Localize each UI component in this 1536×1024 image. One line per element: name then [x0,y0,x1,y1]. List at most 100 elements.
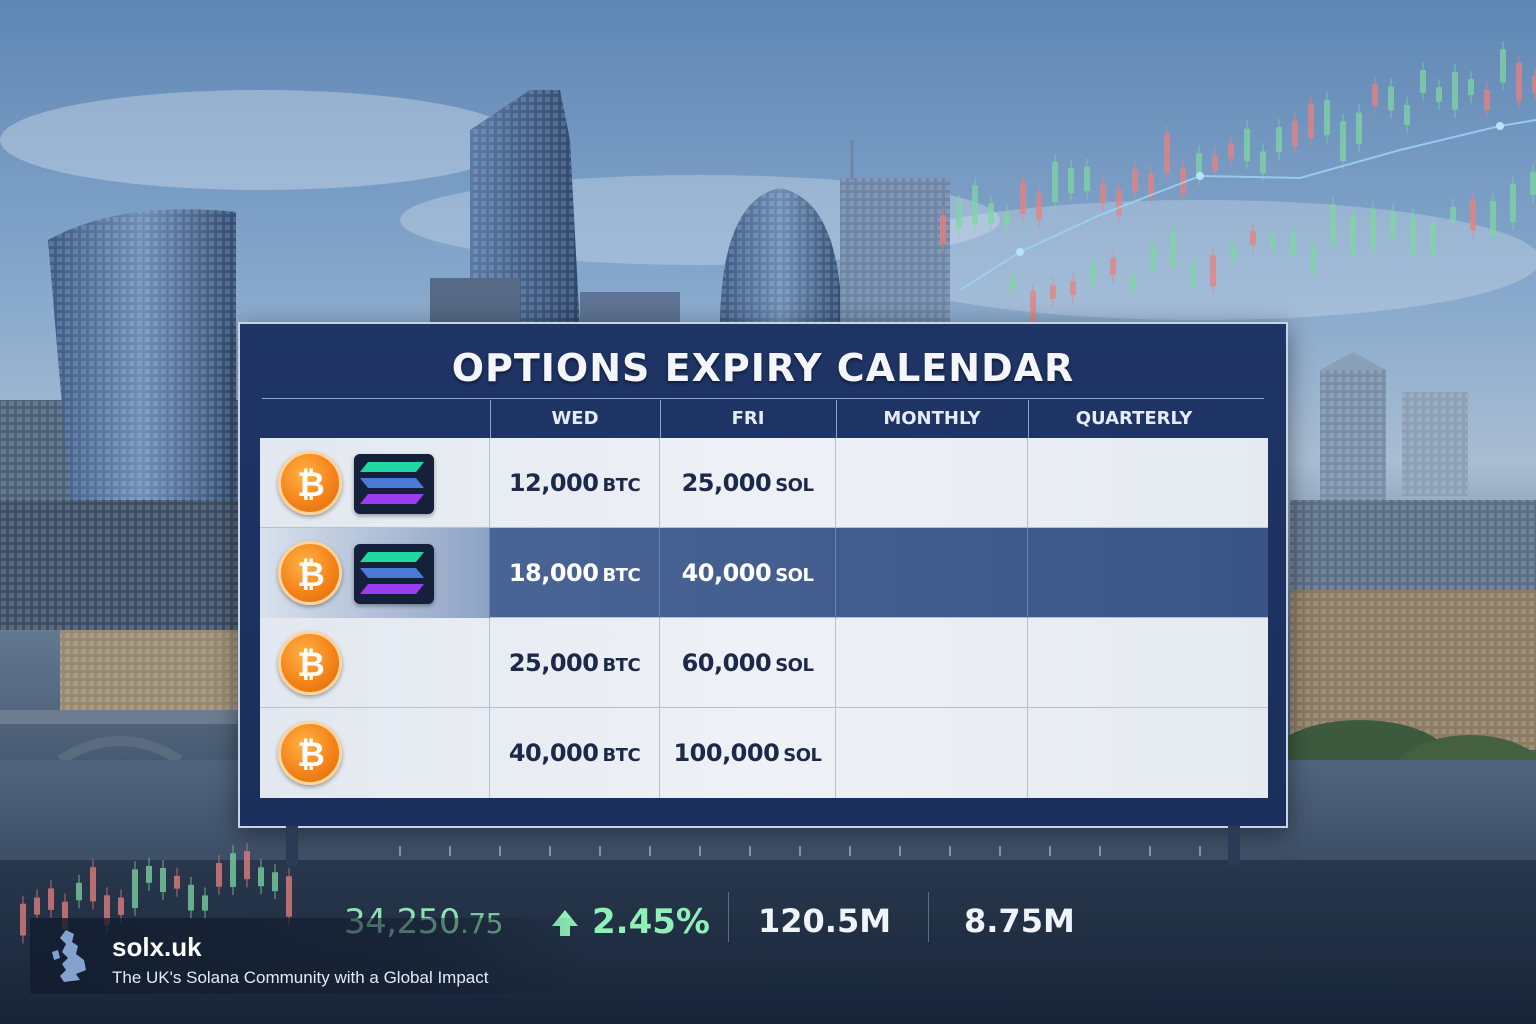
decorative-candle [1324,92,1330,144]
decorative-candle [216,855,222,895]
trend-line [959,119,1536,291]
wed-cell: 25,000 BTC [490,618,660,708]
trend-point [1196,172,1204,180]
decorative-candle [202,887,208,919]
wed-unit: BTC [602,565,641,586]
wed-unit: BTC [602,745,641,766]
decorative-candle [1308,95,1314,146]
quarterly-cell [1028,708,1268,798]
quarterly-cell [1028,438,1268,528]
decorative-candle [146,857,152,891]
decorative-candle [1100,175,1106,213]
board-support [286,826,298,866]
wed-unit: BTC [602,655,641,676]
decorative-candle [1500,41,1506,91]
decorative-candle [1190,256,1196,295]
decorative-candle [1180,159,1186,202]
decorative-candle [132,861,138,917]
decorative-candle [1250,222,1256,253]
fri-value: 25,000 [681,469,772,497]
quarterly-value [1028,708,1268,798]
decorative-candle [988,195,994,232]
decorative-candle [1420,62,1426,101]
bitcoin-icon: ₿ [278,541,342,605]
decorative-candle [1170,224,1176,276]
header-divider [660,400,661,438]
uk-map-icon [52,930,86,982]
fri-cell: 100,000 SOL [660,708,836,798]
decorative-candle [1116,181,1122,223]
monthly-cell [836,618,1028,708]
decorative-candle [1210,247,1216,295]
coin-cell: ₿ [260,438,490,528]
decorative-candle [160,859,166,901]
decorative-candle [1050,277,1056,307]
decorative-candle [1212,147,1218,180]
decorative-candle [272,864,278,900]
fri-unit: SOL [775,655,814,676]
wed-cell: 18,000 BTC [490,528,660,618]
svg-text:₿: ₿ [297,735,325,773]
monthly-value [836,438,1027,528]
wed-unit: BTC [602,475,641,496]
decorative-candle [1490,193,1496,245]
decorative-candle [1276,119,1282,161]
decorative-candle [76,874,82,909]
quarterly-value [1028,528,1268,618]
bitcoin-icon: ₿ [278,451,342,515]
decorative-candle [188,876,194,919]
decorative-candle [1150,236,1156,279]
decorative-candle [1436,79,1442,110]
decorative-candle [1290,224,1296,265]
decorative-candle [1132,161,1138,200]
decorative-candle [20,895,26,944]
decorative-candle [1292,112,1298,155]
decorative-candle [1468,71,1474,103]
coin-cell: ₿ [260,528,490,618]
table-row: ₿ 18,000 BTC 40,000 SOL [260,528,1268,618]
decorative-candle [956,194,962,237]
monthly-cell [836,438,1028,528]
wed-value: 12,000 [508,469,599,497]
decorative-candle [1390,202,1396,246]
column-header-fri: FRI [731,408,765,429]
quarterly-value [1028,618,1268,708]
fri-cell: 25,000 SOL [660,438,836,528]
decorative-candle [1484,81,1490,118]
decorative-candle [1228,135,1234,167]
table-row: ₿ 25,000 BTC 60,000 SOL [260,618,1268,708]
decorative-candle [1340,113,1346,170]
trend-point [1016,248,1024,256]
decorative-candle [1470,190,1476,239]
decorative-candle [1356,104,1362,152]
ticker-separator [928,892,929,942]
column-header-quarterly: QUARTERLY [1075,408,1193,429]
decorative-candle [1004,203,1010,235]
decorative-candle [48,880,54,918]
decorative-candle [1532,67,1536,101]
decorative-candle [1270,228,1276,258]
decorative-candle [34,889,40,923]
decorative-candle [230,845,236,896]
fri-cell: 60,000 SOL [660,618,836,708]
decorative-candle [1370,201,1376,259]
monthly-value [836,618,1027,708]
column-header-wed: WED [551,408,599,429]
ticker-separator [728,892,729,942]
fri-unit: SOL [775,475,814,496]
solana-icon [354,544,434,604]
header-divider [1028,400,1029,438]
decorative-candle [1452,63,1458,118]
brand-name[interactable]: solx.uk [112,932,202,962]
header-divider [836,400,837,438]
coin-cell: ₿ [260,618,490,708]
solana-icon [354,454,434,514]
monthly-value [836,708,1027,798]
wed-cell: 12,000 BTC [490,438,660,528]
wed-value: 40,000 [508,739,599,767]
board-support [1228,826,1240,866]
brand-banner [30,918,588,994]
decorative-candle [1036,185,1042,228]
quarterly-value [1028,438,1268,528]
decorative-candle [244,843,250,888]
